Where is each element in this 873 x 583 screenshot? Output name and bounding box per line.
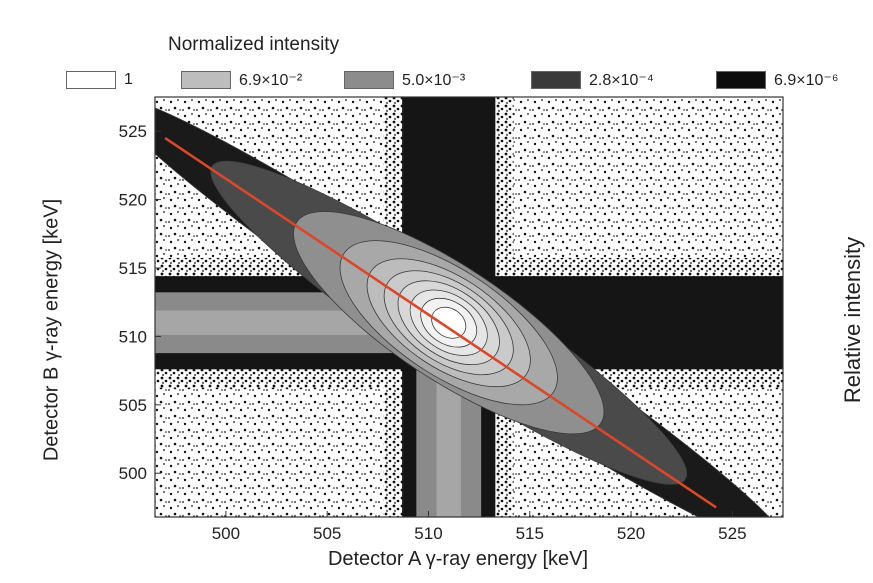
legend-label: 6.9×10⁻⁶	[774, 72, 839, 89]
intensity-contour	[431, 306, 467, 339]
y-tick-label: 520	[119, 191, 147, 210]
relative-intensity-label: Relative intensity	[840, 236, 865, 404]
legend-swatch	[344, 71, 394, 89]
x-tick-label: 505	[313, 524, 341, 543]
legend-swatch	[66, 71, 116, 89]
x-tick-label: 515	[516, 524, 544, 543]
legend-item: 5.0×10⁻³	[344, 67, 465, 93]
legend-item: 6.9×10⁻²	[181, 67, 302, 93]
y-tick-label: 505	[119, 396, 147, 415]
x-tick-label: 500	[212, 524, 240, 543]
legend-label: 6.9×10⁻²	[239, 72, 303, 89]
x-tick-label: 525	[718, 524, 746, 543]
intensity-legend: 1 6.9×10⁻² 5.0×10⁻³ 2.8×10⁻⁴ 6.9×10⁻⁶	[66, 67, 873, 93]
x-axis-label: Detector A γ-ray energy [keV]	[327, 548, 589, 570]
x-tick-label: 510	[414, 524, 442, 543]
fit-line	[164, 136, 717, 509]
legend-item: 2.8×10⁻⁴	[531, 67, 654, 93]
legend-swatch	[531, 71, 581, 89]
y-tick-label: 515	[119, 259, 147, 278]
legend-label: 5.0×10⁻³	[402, 72, 466, 89]
legend-label: 2.8×10⁻⁴	[589, 72, 654, 89]
y-tick-label: 525	[119, 122, 147, 141]
legend-item: 6.9×10⁻⁶	[716, 67, 838, 93]
y-axis-label: Detector B γ-ray energy [keV]	[40, 198, 63, 462]
y-tick-label: 500	[119, 464, 147, 483]
legend-label: 1	[124, 71, 133, 88]
legend-swatch	[181, 71, 231, 89]
legend-swatch	[716, 71, 766, 89]
y-tick-label: 510	[119, 327, 147, 346]
legend-item: 1	[66, 67, 133, 93]
plot-frame	[154, 96, 784, 518]
x-tick-label: 520	[617, 524, 645, 543]
legend-title: Normalized intensity	[168, 34, 340, 55]
